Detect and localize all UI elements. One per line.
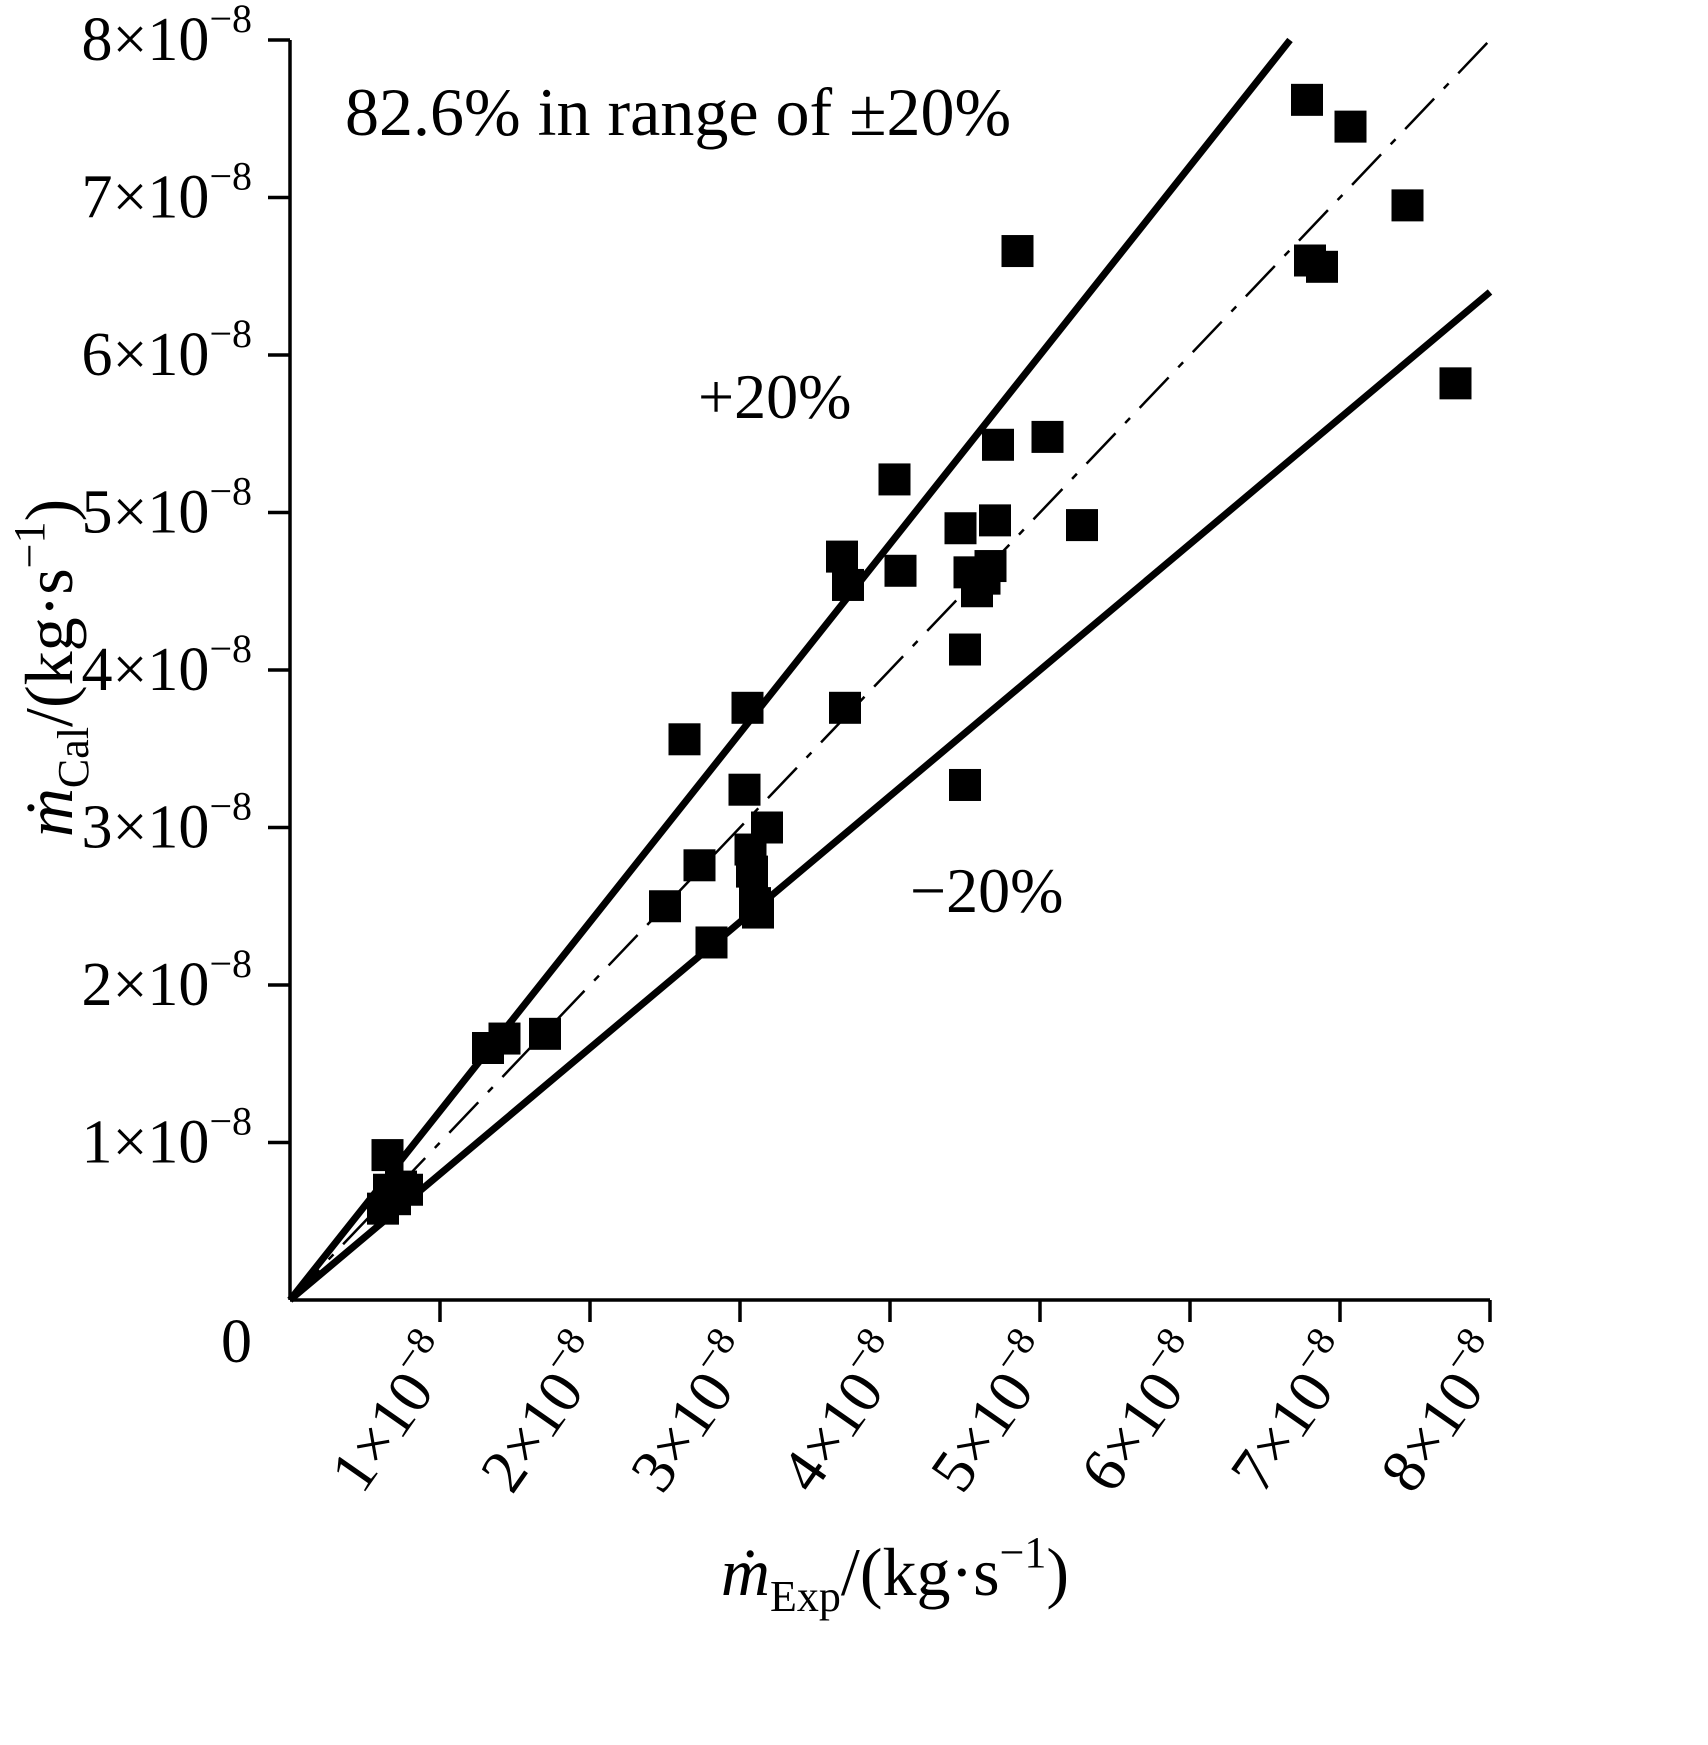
data-point (944, 512, 977, 545)
data-point (1001, 235, 1034, 268)
data-point (979, 504, 1011, 537)
y-tick-label: 5×10−8 (81, 469, 252, 547)
data-point (649, 890, 681, 923)
data-point (1066, 509, 1098, 542)
y-tick-label: 2×10−8 (81, 941, 252, 1019)
data-point (832, 568, 864, 601)
x-tick-label: 7×10−8 (1210, 1319, 1372, 1503)
data-point (742, 896, 774, 929)
data-point (1031, 420, 1064, 453)
label-minus20: −20% (910, 855, 1063, 926)
data-point (731, 691, 764, 724)
data-point (1391, 189, 1424, 222)
data-point (683, 849, 716, 882)
data-point (949, 633, 981, 666)
y-tick-label: 6×10−8 (81, 311, 252, 389)
y-tick-label: 7×10−8 (81, 154, 252, 232)
data-point (488, 1022, 521, 1055)
x-tick-label: 3×10−8 (610, 1319, 772, 1503)
data-point (751, 811, 783, 844)
data-point (668, 723, 701, 756)
y-tick-label: 1×10−8 (81, 1099, 252, 1177)
label-plus20: +20% (698, 361, 851, 432)
y-tick-label: 3×10−8 (81, 784, 252, 862)
data-point (1334, 110, 1367, 143)
data-point (829, 691, 861, 724)
x-tick-label: 6×10−8 (1060, 1319, 1222, 1503)
data-point (884, 554, 917, 587)
data-point (826, 540, 858, 573)
data-point (1439, 367, 1472, 400)
data-point (391, 1173, 423, 1206)
data-point (736, 855, 768, 888)
annotation-accuracy: 82.6% in range of ±20% (345, 74, 1011, 150)
y-axis-title: ṁCal/(kg·s−1) (5, 499, 98, 837)
x-tick-label: 1×10−8 (310, 1319, 472, 1503)
reference-line-minus20 (287, 289, 1493, 1303)
data-point (982, 428, 1014, 461)
data-point (529, 1017, 561, 1050)
data-point (1306, 250, 1338, 283)
x-tick-label: 5×10−8 (910, 1319, 1072, 1503)
x-tick-label: 8×10−8 (1360, 1319, 1522, 1503)
reference-line-parity (289, 39, 1491, 1301)
data-point (949, 768, 981, 801)
data-point (878, 463, 911, 496)
data-point (371, 1139, 404, 1172)
data-point (1291, 83, 1323, 116)
y-tick-label: 8×10−8 (81, 0, 252, 74)
x-axis-title: ṁExp/(kg·s−1) (721, 1528, 1069, 1621)
data-point (728, 773, 761, 806)
reference-line-plus20 (287, 37, 1293, 1303)
data-point (695, 926, 728, 959)
x-tick-label: 4×10−8 (760, 1319, 922, 1503)
origin-label: 0 (221, 1308, 252, 1376)
x-tick-label: 2×10−8 (460, 1319, 622, 1503)
data-point (974, 550, 1007, 583)
y-tick-label: 4×10−8 (81, 626, 252, 704)
